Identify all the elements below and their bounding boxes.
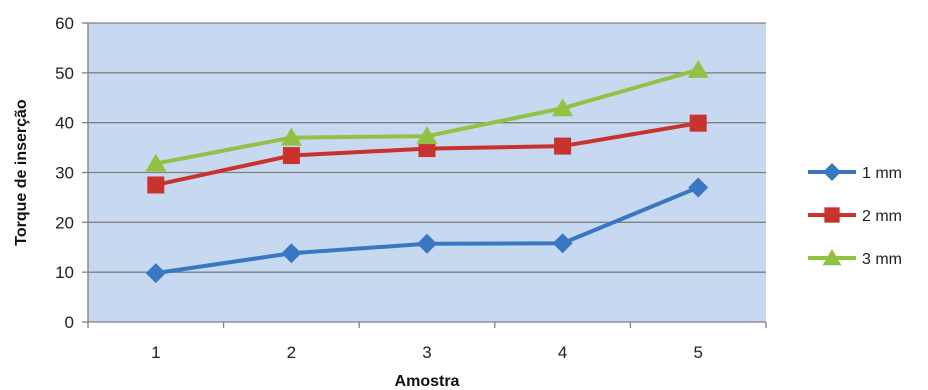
gridlines (88, 22, 766, 273)
x-tick-label: 3 (422, 343, 431, 362)
data-point (145, 153, 167, 172)
y-tick-label: 50 (55, 64, 74, 83)
x-tick-label: 5 (693, 343, 702, 362)
legend-label: 1 mm (862, 165, 902, 182)
y-tick-label: 60 (55, 14, 74, 33)
legend-label: 2 mm (862, 208, 902, 225)
y-tick-label: 0 (65, 313, 74, 332)
legend-marker (824, 207, 840, 223)
legend: 1 mm 2 mm 3 mm (808, 163, 902, 268)
series-1 (145, 177, 709, 284)
y-tick-label: 30 (55, 164, 74, 183)
data-point (418, 140, 436, 158)
x-axis-ticks: 1 2 3 4 5 (87, 322, 767, 362)
data-point (147, 176, 165, 194)
legend-item: 1 mm (808, 163, 902, 182)
series-layer (145, 59, 709, 284)
y-axis-ticks: 0 10 20 30 40 50 60 (55, 14, 88, 332)
data-point (687, 59, 709, 78)
data-point (280, 127, 302, 146)
data-point (145, 263, 166, 284)
y-tick-label: 10 (55, 263, 74, 282)
data-point (689, 114, 707, 132)
legend-item: 2 mm (808, 207, 902, 225)
data-point (552, 233, 573, 254)
data-point (281, 243, 302, 264)
legend-label: 3 mm (862, 251, 902, 268)
y-tick-label: 40 (55, 114, 74, 133)
series-2 (147, 114, 707, 194)
series-3 (145, 59, 709, 172)
x-tick-label: 2 (287, 343, 296, 362)
data-point (282, 147, 300, 165)
legend-marker (823, 163, 841, 181)
data-point (554, 137, 572, 155)
y-axis-title: Torque de inserção (13, 99, 30, 246)
x-axis-title: Amostra (395, 373, 460, 390)
legend-marker (822, 249, 842, 266)
data-point (417, 233, 437, 254)
legend-item: 3 mm (808, 249, 902, 268)
x-tick-label: 4 (558, 343, 567, 362)
data-point (416, 126, 438, 145)
x-tick-label: 1 (151, 343, 160, 362)
y-tick-label: 20 (55, 213, 74, 232)
data-point (688, 177, 709, 198)
data-point (552, 98, 574, 117)
